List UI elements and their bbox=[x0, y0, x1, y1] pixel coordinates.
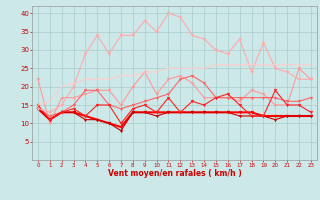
X-axis label: Vent moyen/en rafales ( km/h ): Vent moyen/en rafales ( km/h ) bbox=[108, 169, 241, 178]
